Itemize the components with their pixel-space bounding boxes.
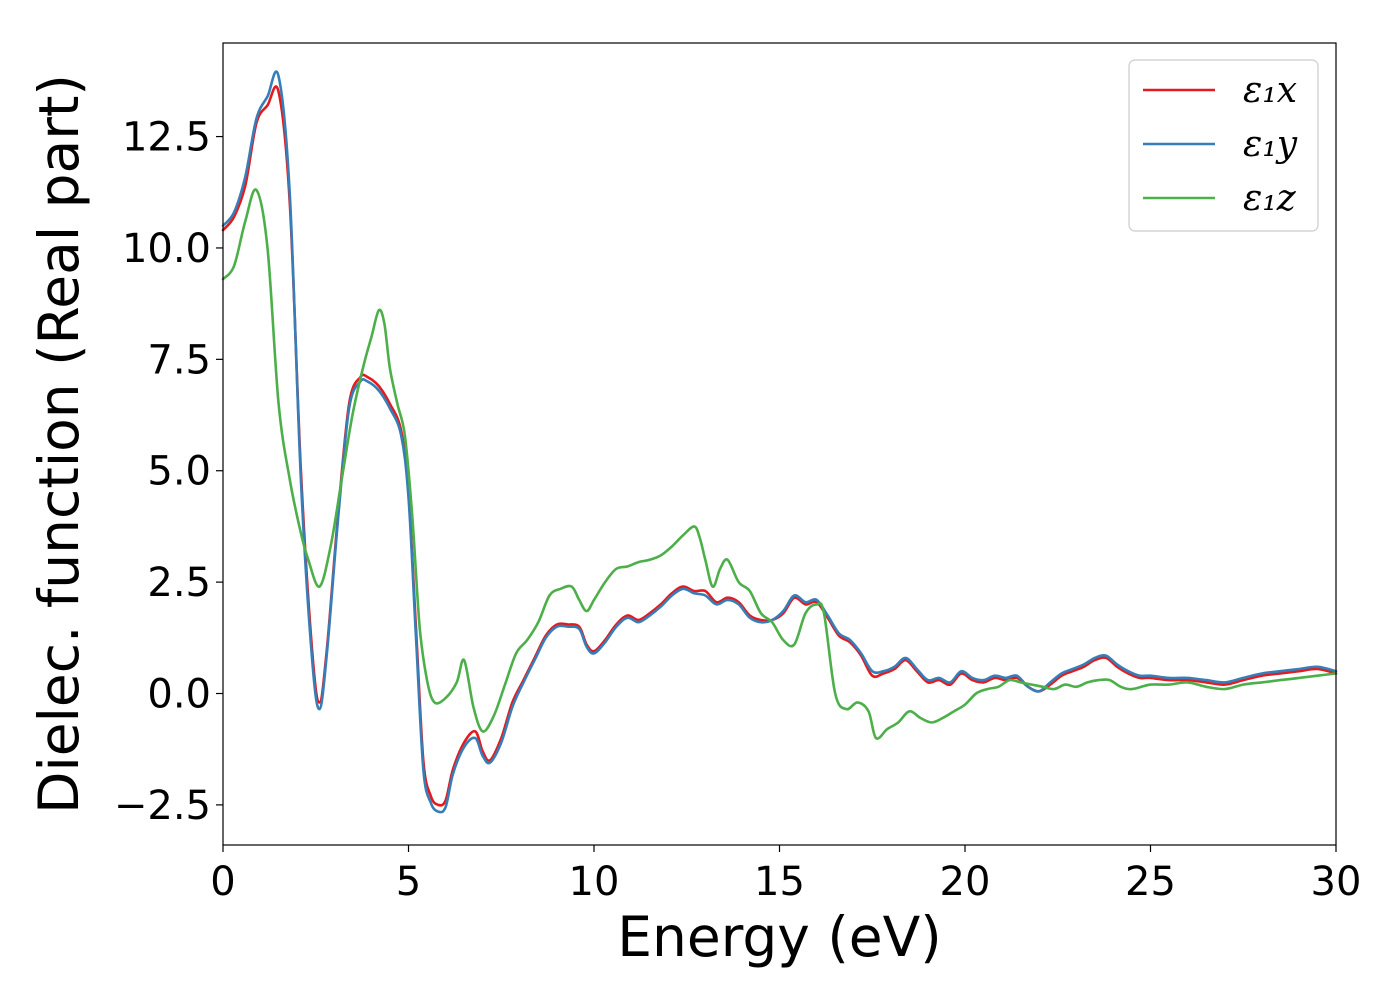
y-tick-label: 10.0 [122,226,211,272]
y-tick-label: 2.5 [147,560,211,606]
y-tick-label: 12.5 [122,115,211,161]
x-tick-label: 15 [754,859,805,905]
legend-entries: ε₁x ε₁y ε₁z [1143,70,1298,219]
y-axis-title: Dielec. function (Real part) [27,74,91,814]
x-tick-label: 5 [396,859,421,905]
legend: ε₁x ε₁y ε₁z [1128,59,1319,232]
x-ticks: 0 5 10 15 20 25 30 [210,845,1361,905]
x-tick-label: 10 [569,859,620,905]
y-tick-label: 0.0 [147,672,211,718]
x-axis-title: Energy (eV) [617,905,941,969]
legend-box [1128,59,1319,232]
x-tick-label: 0 [210,859,235,905]
x-tick-label: 25 [1125,859,1176,905]
legend-label-1: ε₁x [1243,70,1297,111]
y-tick-label: 7.5 [147,337,211,383]
legend-label-2: ε₁y [1243,124,1298,165]
x-tick-label: 30 [1311,859,1362,905]
legend-label-3: ε₁z [1243,178,1297,219]
series-line-1 [221,85,1338,807]
y-tick-label: 5.0 [147,449,211,495]
series-line-3 [221,188,1338,740]
series-line-2 [221,70,1338,814]
y-ticks: −2.5 0.0 2.5 5.0 7.5 10.0 12.5 [114,115,223,829]
x-tick-label: 20 [940,859,991,905]
y-tick-label: −2.5 [114,783,211,829]
series-layer [221,70,1338,814]
